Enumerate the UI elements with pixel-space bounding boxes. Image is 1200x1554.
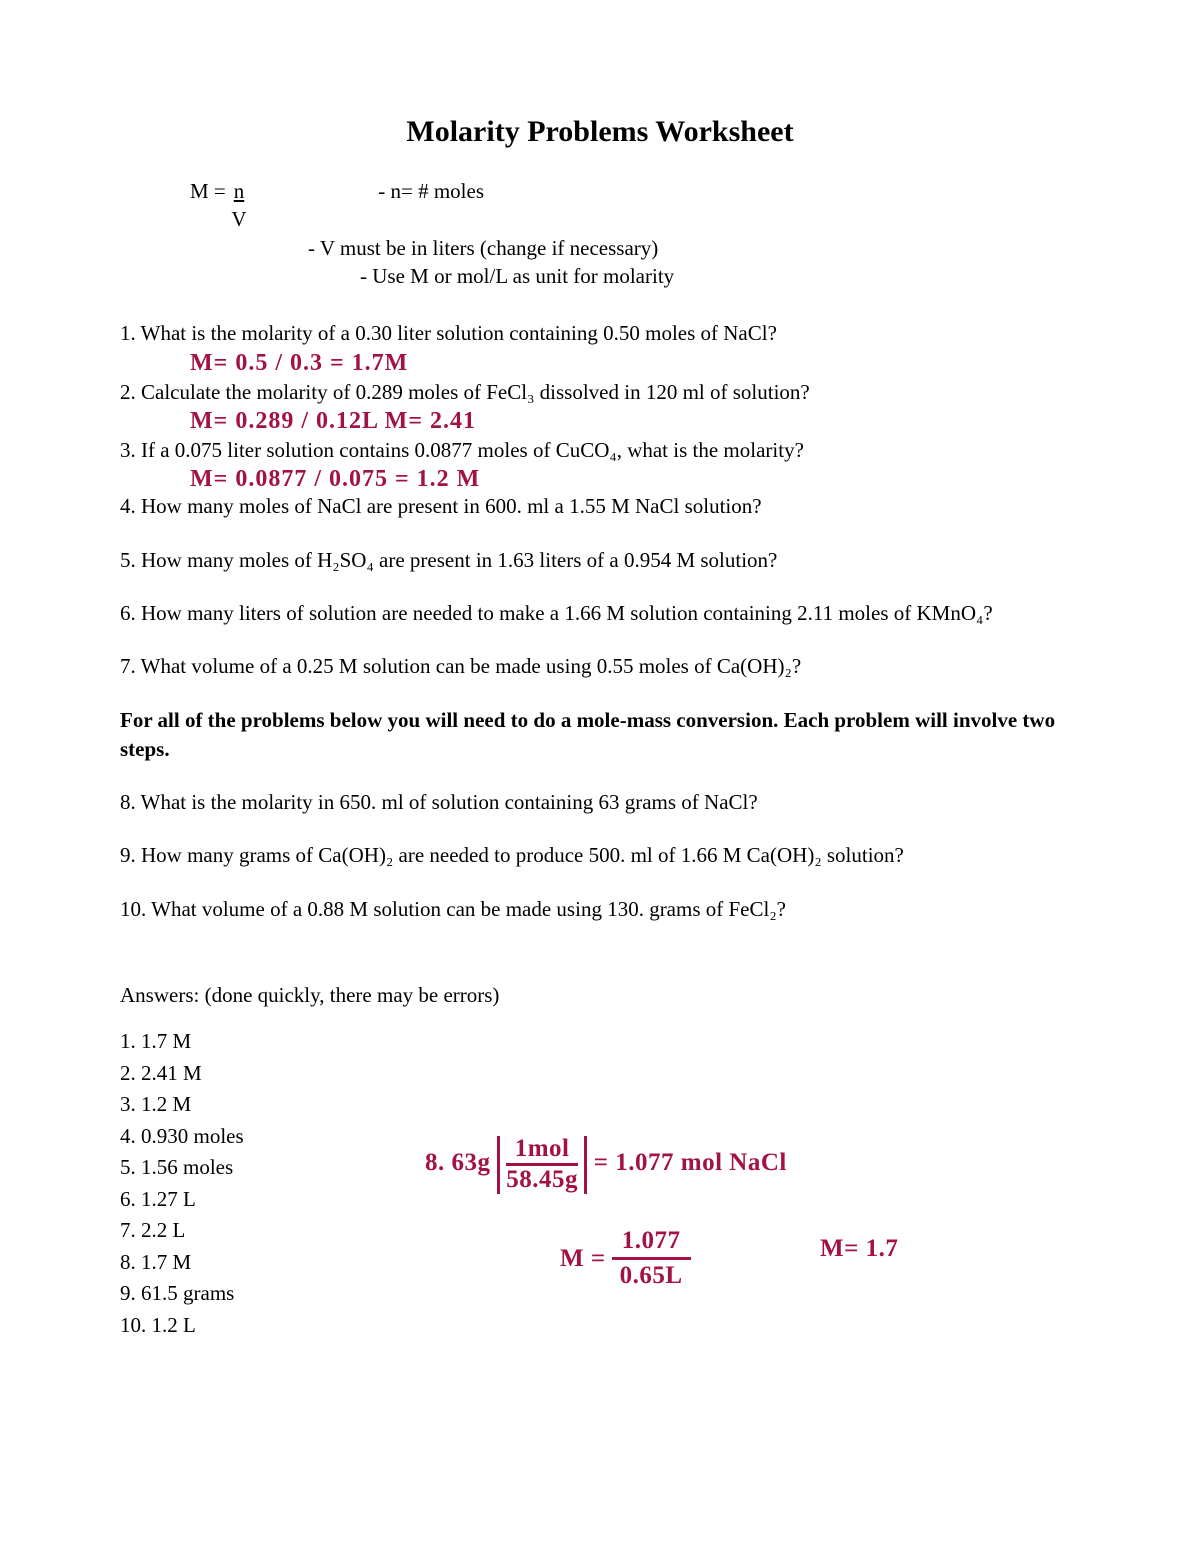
formula-def3: - Use M or mol/L as unit for molarity: [360, 262, 1080, 290]
question-6: 6. How many liters of solution are neede…: [120, 600, 1080, 627]
question-4: 4. How many moles of NaCl are present in…: [120, 493, 1080, 520]
hw8-line2-lhs: M =: [560, 1245, 606, 1273]
question-3: 3. If a 0.075 liter solution contains 0.…: [120, 437, 1080, 464]
question-10: 10. What volume of a 0.88 M solution can…: [120, 896, 1080, 923]
formula-lhs: M =: [190, 177, 226, 234]
formula-def1: - n= # moles: [378, 177, 484, 234]
formula-denominator: V: [231, 207, 246, 231]
answers-heading: Answers: (done quickly, there may be err…: [120, 983, 1080, 1008]
handwritten-work-8-line2: M = 1.077 0.65L: [560, 1225, 697, 1292]
handwritten-work-8-line3: M= 1.7: [820, 1235, 898, 1263]
page-title: Molarity Problems Worksheet: [120, 115, 1080, 149]
question-5: 5. How many moles of H₂SO₄ are present i…: [120, 547, 1080, 574]
handwritten-answer-1: M= 0.5 / 0.3 = 1.7M: [190, 350, 1080, 377]
worksheet-page: Molarity Problems Worksheet M = n V - n=…: [120, 115, 1080, 1341]
handwritten-answer-3: M= 0.0877 / 0.075 = 1.2 M: [190, 466, 1080, 493]
question-7: 7. What volume of a 0.25 M solution can …: [120, 653, 1080, 680]
hw8-line2-den: 0.65L: [612, 1260, 691, 1292]
answer-item: 2. 2.41 M: [120, 1058, 1080, 1090]
formula-numerator: n: [230, 179, 249, 203]
question-9: 9. How many grams of Ca(OH)₂ are needed …: [120, 842, 1080, 869]
hw8-line2-num: 1.077: [612, 1225, 691, 1260]
hw8-prefix: 8. 63g: [425, 1149, 491, 1176]
hw8-frac-num: 1mol: [506, 1135, 578, 1166]
formula-block: M = n V - n= # moles - V must be in lite…: [190, 177, 1080, 290]
handwritten-answer-2: M= 0.289 / 0.12L M= 2.41: [190, 408, 1080, 435]
formula-def2: - V must be in liters (change if necessa…: [308, 234, 1080, 262]
answer-item: 10. 1.2 L: [120, 1310, 1080, 1342]
answer-item: 3. 1.2 M: [120, 1089, 1080, 1121]
question-1: 1. What is the molarity of a 0.30 liter …: [120, 320, 1080, 347]
formula-fraction: n V: [230, 177, 249, 234]
section-note: For all of the problems below you will n…: [120, 706, 1080, 763]
question-8: 8. What is the molarity in 650. ml of so…: [120, 789, 1080, 816]
answer-item: 1. 1.7 M: [120, 1026, 1080, 1058]
hw8-result1: = 1.077 mol NaCl: [594, 1149, 787, 1176]
handwritten-work-8-line1: 8. 63g 1mol 58.45g = 1.077 mol NaCl: [425, 1135, 787, 1194]
hw8-frac-den: 58.45g: [506, 1166, 578, 1194]
question-2: 2. Calculate the molarity of 0.289 moles…: [120, 379, 1080, 406]
